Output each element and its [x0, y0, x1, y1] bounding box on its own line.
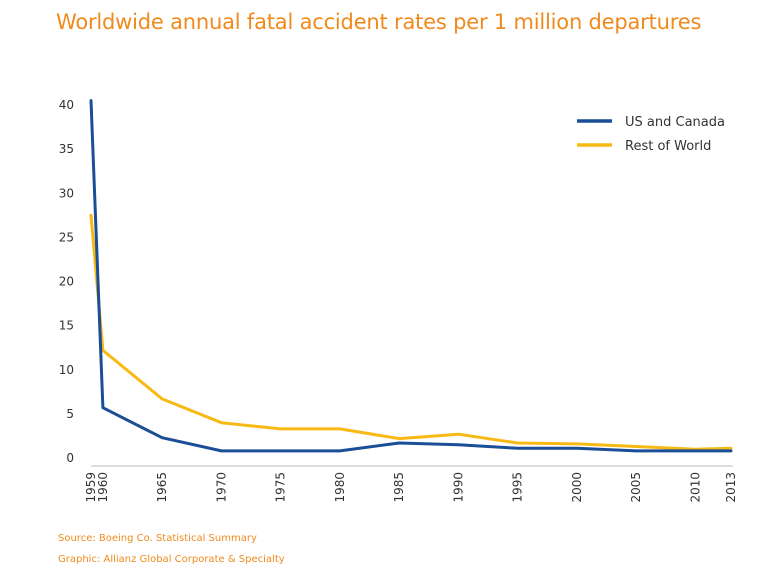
legend-label-rest-of-world: Rest of World — [625, 139, 711, 154]
y-tick-label: 20 — [59, 275, 74, 289]
y-axis-ticks: 0 5 10 15 20 25 30 35 40 — [59, 98, 74, 465]
x-tick-label: 2005 — [629, 472, 643, 503]
y-tick-label: 10 — [59, 363, 74, 377]
graphic-credit: Graphic: Allianz Global Corporate & Spec… — [58, 554, 285, 565]
x-tick-label: 2010 — [688, 472, 702, 503]
series-line-rest-of-world — [89, 213, 733, 451]
y-tick-label: 5 — [66, 407, 74, 421]
x-tick-label: 1959 — [84, 472, 98, 503]
x-tick-label: 1985 — [392, 472, 406, 503]
chart-title: Worldwide annual fatal accident rates pe… — [56, 10, 702, 34]
y-tick-label: 35 — [59, 142, 74, 156]
x-tick-label: 1970 — [214, 472, 228, 503]
legend: US and Canada Rest of World — [577, 115, 725, 154]
x-tick-label: 2000 — [570, 472, 584, 503]
y-tick-label: 25 — [59, 230, 74, 244]
y-tick-label: 30 — [59, 186, 74, 200]
series-line-us-and-canada — [89, 99, 733, 453]
x-tick-label: 1995 — [511, 472, 525, 503]
x-tick-label: 1980 — [333, 472, 347, 503]
series-lines — [89, 99, 733, 453]
x-tick-label: 1965 — [155, 472, 169, 503]
legend-label-us-and-canada: US and Canada — [625, 115, 725, 130]
source-note: Source: Boeing Co. Statistical Summary — [58, 533, 257, 544]
x-tick-label: 1975 — [274, 472, 288, 503]
x-tick-label: 1960 — [96, 472, 110, 503]
x-tick-label: 1990 — [451, 472, 465, 503]
y-tick-label: 0 — [66, 451, 74, 465]
y-tick-label: 40 — [59, 98, 74, 112]
y-tick-label: 15 — [59, 319, 74, 333]
x-tick-label: 2013 — [724, 472, 738, 503]
